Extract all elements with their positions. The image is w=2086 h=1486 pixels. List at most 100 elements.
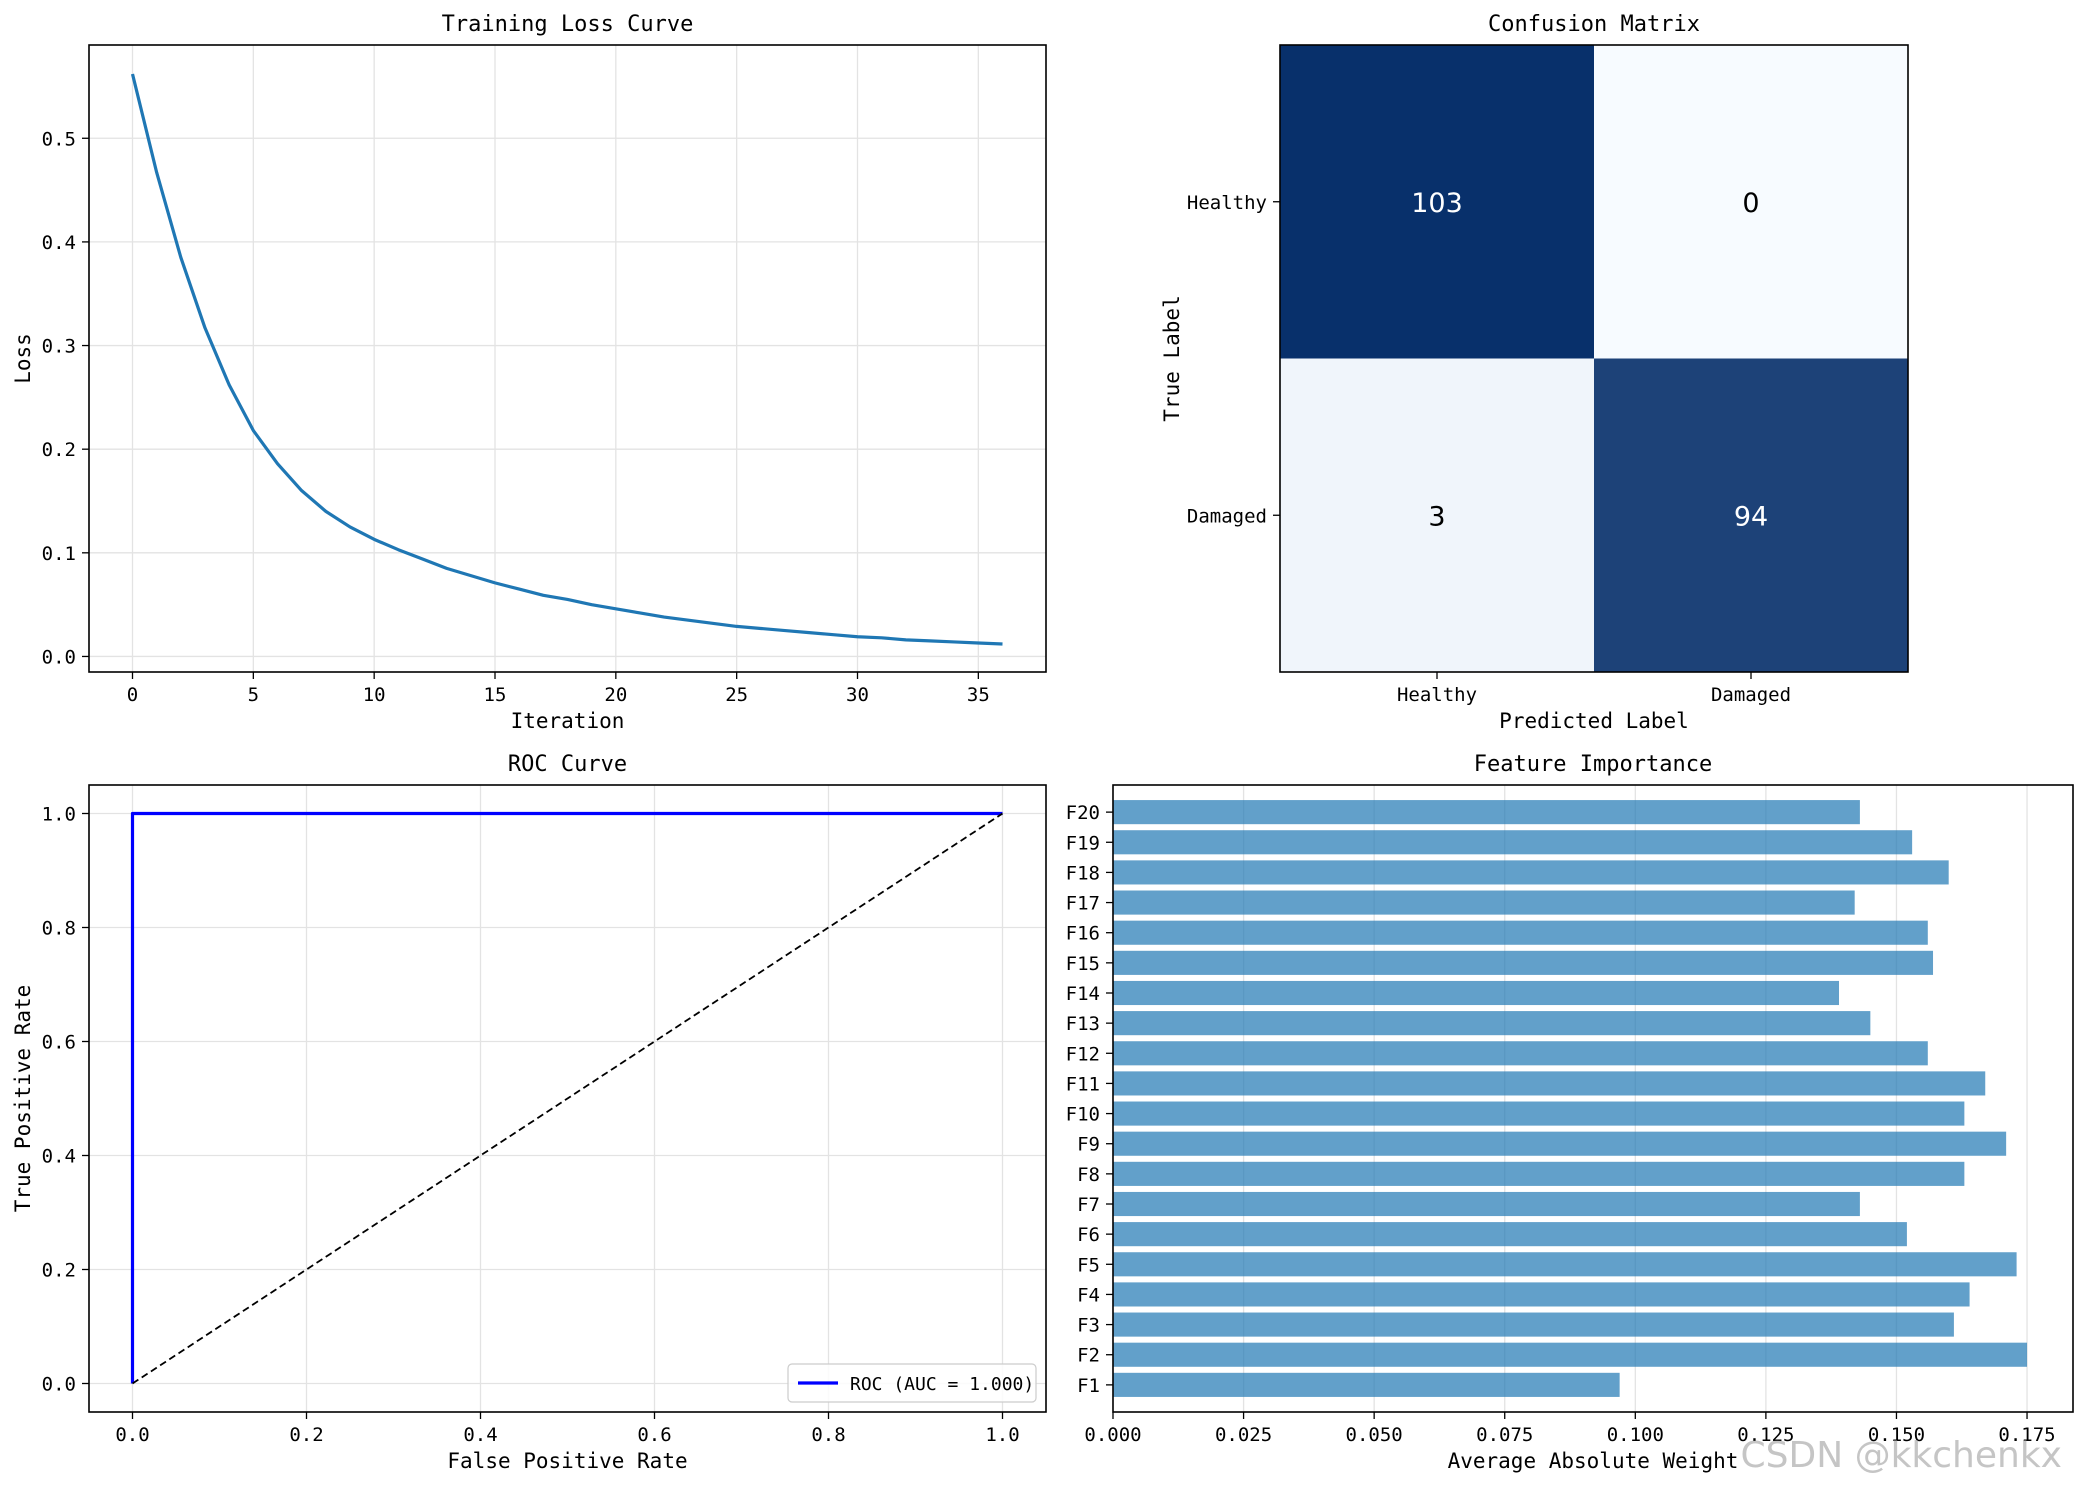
x-tick-label: 0: [127, 684, 138, 706]
feature-bar: [1113, 1071, 1986, 1096]
chart-title: ROC Curve: [508, 752, 627, 777]
x-tick-label: 0.075: [1476, 1424, 1533, 1446]
y-axis-label: True Label: [1160, 295, 1184, 421]
y-tick-label: 0.0: [42, 646, 76, 668]
feature-bar: [1113, 830, 1913, 855]
confusion-matrix-chart: 103 0 3 94 Confusion Matrix Healthy Damaged Hea…: [1160, 12, 1909, 733]
y-tick-label: F16: [1066, 923, 1100, 945]
cell-value-label: 103: [1411, 188, 1463, 219]
x-tick-label: 0.4: [463, 1424, 497, 1446]
feature-importance-chart: Feature Importance F1 F2 F3 F4 F5 F6 F7 F8 F9 F10 F…: [1066, 752, 2074, 1473]
cell-value-label: 0: [1742, 188, 1759, 219]
feature-bar: [1113, 920, 1928, 945]
y-tick-label: 0.2: [42, 1260, 76, 1282]
y-tick-label: Healthy: [1187, 192, 1267, 214]
y-tick-label: F10: [1066, 1104, 1100, 1126]
y-tick-label: F8: [1077, 1164, 1100, 1186]
x-tick-label: 0.150: [1868, 1424, 1925, 1446]
x-tick-label: 0.0: [115, 1424, 149, 1446]
y-tick-label: 0.0: [42, 1374, 76, 1396]
y-tick-label: 0.1: [42, 543, 76, 565]
plot-frame: [1112, 784, 2074, 1413]
x-tick-label: 0.100: [1607, 1424, 1664, 1446]
feature-bar: [1113, 1342, 2028, 1367]
y-tick-label: 0.3: [42, 336, 76, 358]
feature-bar: [1113, 1372, 1620, 1397]
x-axis-label: False Positive Rate: [447, 1449, 687, 1473]
x-tick-label: 1.0: [985, 1424, 1019, 1446]
y-tick-label: F13: [1066, 1013, 1100, 1035]
legend-box: [787, 1363, 1037, 1403]
y-tick-label: 0.5: [42, 128, 76, 150]
y-tick-label: 0.4: [42, 1146, 76, 1168]
x-tick-label: 0.125: [1737, 1424, 1794, 1446]
x-tick-label: 0.175: [1998, 1424, 2055, 1446]
y-tick-label: F1: [1077, 1375, 1100, 1397]
feature-bar: [1113, 1312, 1954, 1337]
y-tick-label: 0.2: [42, 439, 76, 461]
diagonal-reference-line: [132, 812, 1003, 1385]
x-tick-label: 25: [725, 684, 748, 706]
x-tick-label: 5: [248, 684, 259, 706]
feature-bar: [1113, 890, 1855, 915]
cell-value-label: 3: [1428, 501, 1445, 532]
x-tick-label: 0.025: [1215, 1424, 1272, 1446]
y-tick-label: F15: [1066, 953, 1100, 975]
plot-frame: [88, 44, 1047, 673]
x-tick-label: Damaged: [1711, 684, 1791, 706]
y-tick-label: F5: [1077, 1254, 1100, 1276]
y-tick-label: 0.6: [42, 1032, 76, 1054]
feature-bar: [1113, 1131, 2007, 1156]
chart-title: Confusion Matrix: [1488, 12, 1700, 37]
chart-title: Feature Importance: [1474, 752, 1712, 777]
feature-bar: [1113, 1282, 1970, 1307]
y-tick-label: Damaged: [1187, 505, 1267, 527]
feature-bar: [1113, 1161, 1965, 1186]
plot-frame: [88, 784, 1047, 1413]
y-tick-label: F7: [1077, 1194, 1100, 1216]
y-tick-label: F2: [1077, 1345, 1100, 1367]
feature-bar: [1113, 1191, 1860, 1217]
feature-bar: [1113, 800, 1860, 825]
y-tick-label: F3: [1077, 1315, 1100, 1337]
x-tick-label: 0.000: [1084, 1424, 1141, 1446]
x-tick-label: 20: [604, 684, 627, 706]
y-axis-label: Loss: [11, 333, 35, 384]
y-tick-label: F11: [1066, 1073, 1100, 1095]
cell-value-label: 94: [1734, 501, 1768, 532]
y-tick-label: F18: [1066, 862, 1100, 884]
x-tick-label: 0.8: [811, 1424, 845, 1446]
feature-bar: [1113, 1252, 2017, 1277]
y-tick-label: F19: [1066, 832, 1100, 854]
chart-title: Training Loss Curve: [442, 12, 694, 37]
feature-bar: [1113, 980, 1840, 1006]
x-axis-label: Average Absolute Weight: [1448, 1449, 1739, 1473]
x-tick-label: 30: [846, 684, 869, 706]
x-tick-label: 10: [363, 684, 386, 706]
feature-bar: [1113, 950, 1934, 975]
x-tick-label: 0.2: [289, 1424, 323, 1446]
matrix-cell: [1594, 358, 1908, 672]
matrix-cell: [1594, 45, 1908, 359]
x-axis-label: Predicted Label: [1499, 709, 1689, 733]
x-tick-label: 35: [967, 684, 990, 706]
watermark: CSDN @kkchenkx: [1740, 1435, 2062, 1476]
y-tick-label: F4: [1077, 1284, 1100, 1306]
x-tick-label: 0.6: [637, 1424, 671, 1446]
y-tick-label: F9: [1077, 1134, 1100, 1156]
matrix-cell: [1280, 45, 1594, 359]
y-tick-label: 0.4: [42, 232, 76, 254]
x-tick-label: 15: [484, 684, 507, 706]
feature-bar: [1113, 1101, 1965, 1126]
y-tick-label: F12: [1066, 1043, 1100, 1065]
feature-bar: [1113, 860, 1949, 885]
feature-bar: [1113, 1041, 1928, 1066]
plot-frame: [1279, 44, 1909, 673]
x-axis-label: Iteration: [511, 709, 625, 733]
y-tick-label: F14: [1066, 983, 1100, 1005]
feature-bar: [1113, 1222, 1907, 1247]
training-loss-chart: Training Loss Curve 0 5 10 15 20 25 30 35 0.0 0.1 0…: [11, 12, 1047, 733]
matrix-cell: [1280, 358, 1594, 672]
y-axis-label: True Positive Rate: [11, 985, 35, 1213]
